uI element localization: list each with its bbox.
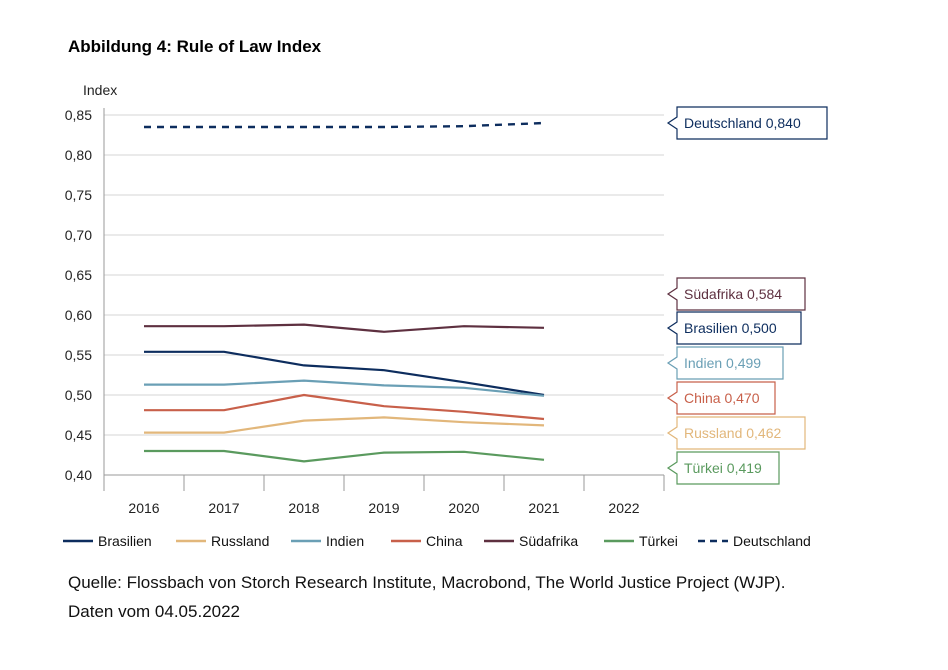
callout-label: Russland 0,462 — [684, 425, 782, 441]
callout-label: China 0,470 — [684, 390, 760, 406]
legend-label: Deutschland — [733, 533, 811, 549]
value-callouts: Brasilien 0,500 Russland 0,462 Indien 0,49… — [666, 106, 828, 485]
callout-südafrika: Südafrika 0,584 — [666, 277, 806, 311]
legend-label: Russland — [211, 533, 269, 549]
legend-label: Indien — [326, 533, 364, 549]
callout-china: China 0,470 — [666, 381, 776, 415]
x-tick-label: 2020 — [448, 500, 479, 516]
series-line-russland — [144, 416, 545, 434]
legend-label: China — [426, 533, 463, 549]
legend: Brasilien Russland Indien China Südafrika Tür… — [63, 533, 811, 549]
series-line-südafrika — [144, 323, 545, 333]
callout-box — [666, 381, 776, 415]
y-tick-label: 0,50 — [65, 387, 92, 403]
y-tick-label: 0,80 — [65, 147, 92, 163]
source-note: Quelle: Flossbach von Storch Research In… — [68, 568, 785, 626]
y-axis-label: Index — [83, 82, 117, 98]
callout-russland: Russland 0,462 — [666, 416, 806, 450]
callout-box — [666, 416, 806, 450]
series-line-china — [144, 393, 545, 421]
legend-item-brasilien: Brasilien — [63, 533, 152, 549]
y-tick-label: 0,70 — [65, 227, 92, 243]
legend-label: Südafrika — [519, 533, 578, 549]
callout-indien: Indien 0,499 — [666, 346, 784, 380]
y-tick-label: 0,55 — [65, 347, 92, 363]
callout-brasilien: Brasilien 0,500 — [666, 311, 802, 345]
callout-deutschland: Deutschland 0,840 — [666, 106, 828, 140]
callout-box — [666, 451, 780, 485]
legend-item-china: China — [391, 533, 463, 549]
y-tick-label: 0,65 — [65, 267, 92, 283]
x-tick-label: 2022 — [608, 500, 639, 516]
gridlines — [104, 114, 664, 436]
series-line-indien — [144, 379, 545, 397]
callout-box — [666, 311, 802, 345]
legend-item-russland: Russland — [176, 533, 269, 549]
callout-box — [666, 277, 806, 311]
y-tick-label: 0,85 — [65, 107, 92, 123]
chart-title: Abbildung 4: Rule of Law Index — [68, 37, 322, 56]
x-tick-label: 2016 — [128, 500, 159, 516]
series-line-türkei — [144, 449, 545, 463]
y-tick-label: 0,45 — [65, 427, 92, 443]
x-tick-label: 2017 — [208, 500, 239, 516]
x-tick-label: 2019 — [368, 500, 399, 516]
legend-item-türkei: Türkei — [604, 533, 678, 549]
legend-item-deutschland: Deutschland — [698, 533, 811, 549]
legend-item-indien: Indien — [291, 533, 364, 549]
callout-label: Indien 0,499 — [684, 355, 761, 371]
callout-label: Deutschland 0,840 — [684, 115, 801, 131]
legend-item-südafrika: Südafrika — [484, 533, 578, 549]
series-lines — [144, 121, 545, 463]
y-tick-label: 0,40 — [65, 467, 92, 483]
callout-label: Südafrika 0,584 — [684, 286, 782, 302]
x-tick-label: 2021 — [528, 500, 559, 516]
callout-türkei: Türkei 0,419 — [666, 451, 780, 485]
callout-label: Brasilien 0,500 — [684, 320, 777, 336]
legend-label: Türkei — [639, 533, 678, 549]
series-line-deutschland — [144, 121, 545, 129]
y-tick-label: 0,75 — [65, 187, 92, 203]
callout-label: Türkei 0,419 — [684, 460, 762, 476]
callout-box — [666, 106, 828, 140]
date-line: Daten vom 04.05.2022 — [68, 602, 241, 621]
axes: 0,85 0,80 0,75 0,70 0,65 0,60 0,55 0,50 0,45 0,40… — [65, 107, 665, 516]
series-line-brasilien — [144, 350, 545, 397]
callout-box — [666, 346, 784, 380]
x-tick-label: 2018 — [288, 500, 319, 516]
legend-label: Brasilien — [98, 533, 152, 549]
y-tick-label: 0,60 — [65, 307, 92, 323]
source-line: Quelle: Flossbach von Storch Research In… — [68, 573, 786, 592]
